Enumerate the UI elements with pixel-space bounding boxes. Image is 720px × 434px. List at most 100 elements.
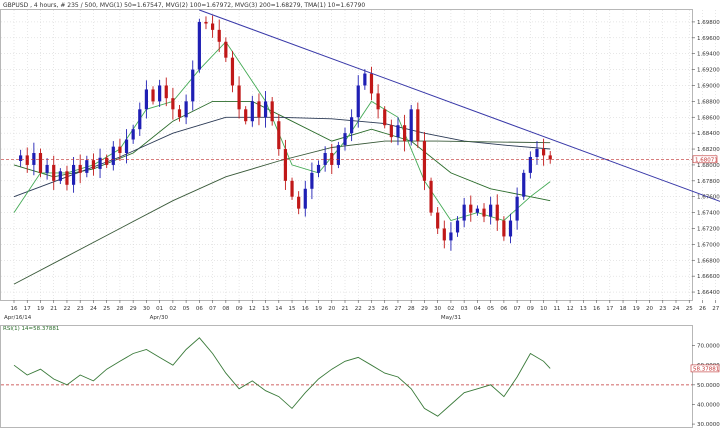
- candle-body: [304, 189, 307, 209]
- price-tick-label: 1.69400: [697, 52, 720, 58]
- date-tick-label: 02: [169, 306, 176, 312]
- date-tick-label: 22: [63, 306, 70, 312]
- candle-body: [231, 58, 234, 86]
- candle-body: [19, 155, 22, 161]
- date-tick-label: 10: [540, 306, 547, 312]
- candle-body: [138, 109, 141, 129]
- date-tick-label: 08: [222, 306, 229, 312]
- price-tick-label: 1.68800: [697, 99, 720, 105]
- candle-body: [178, 109, 181, 117]
- date-tick-label: 07: [209, 306, 216, 312]
- date-tick-label: 05: [183, 306, 190, 312]
- candle-body: [151, 89, 154, 101]
- candle-body: [264, 101, 267, 117]
- date-tick-label: 27: [394, 306, 401, 312]
- candle-body: [125, 140, 128, 154]
- candle-body: [522, 173, 525, 197]
- candle-body: [224, 42, 227, 58]
- date-tick-label: 30: [143, 306, 150, 312]
- date-tick-label: 12: [567, 306, 574, 312]
- candle-body: [549, 155, 552, 159]
- candle-body: [185, 101, 188, 117]
- date-tick-label: 27: [712, 306, 719, 312]
- date-tick-label: 07: [514, 306, 521, 312]
- candle-body: [516, 197, 519, 221]
- date-tick-label: 19: [633, 306, 640, 312]
- price-tick-label: 1.67600: [697, 195, 720, 201]
- date-tick-label: 23: [368, 306, 375, 312]
- candle-body: [542, 149, 545, 155]
- price-tick-label: 1.66600: [697, 274, 720, 280]
- candle-body: [396, 125, 399, 137]
- candle-body: [251, 101, 254, 121]
- candle-body: [482, 209, 485, 217]
- candle-body: [112, 147, 115, 165]
- rsi-header: RSI(1) 14=58.37881: [3, 326, 59, 332]
- date-tick-label: 16: [593, 306, 600, 312]
- candle-body: [72, 165, 75, 185]
- date-tick-label: 13: [580, 306, 587, 312]
- current-price-tag: 1.68071: [693, 156, 718, 164]
- candle-body: [158, 85, 161, 101]
- price-tick-label: 1.69600: [697, 36, 720, 42]
- candle-body: [489, 205, 492, 217]
- rsi-value-tag: 58.37881: [691, 365, 719, 373]
- candle-body: [26, 155, 29, 165]
- candle-body: [377, 93, 380, 109]
- date-tick-label: 30: [434, 306, 441, 312]
- candle-body: [277, 121, 280, 149]
- date-tick-label: 25: [103, 306, 110, 312]
- candle-body: [429, 181, 432, 213]
- date-tick-label: 16: [302, 306, 309, 312]
- candle-body: [85, 160, 88, 173]
- candle-body: [39, 153, 42, 173]
- date-tick-label: 02: [447, 306, 454, 312]
- date-tick-label: 21: [50, 306, 57, 312]
- date-tick-label: 17: [24, 306, 31, 312]
- candle-body: [509, 221, 512, 237]
- candle-body: [59, 171, 62, 181]
- candle-body: [145, 89, 148, 109]
- date-tick-label: 28: [116, 306, 123, 312]
- price-tag-label: 1.68071: [695, 157, 718, 163]
- candle-body: [476, 209, 479, 213]
- date-tick-label: 26: [381, 306, 388, 312]
- candle-body: [416, 109, 419, 141]
- date-tick-label: 16: [11, 306, 18, 312]
- candle-body: [118, 147, 121, 153]
- price-tick-label: 1.67400: [697, 211, 720, 217]
- rsi-tick-label: 30.00000: [697, 422, 720, 428]
- date-label: Apr/16/14: [4, 315, 32, 321]
- candle-body: [496, 205, 499, 221]
- price-tick-label: 1.68400: [697, 131, 720, 137]
- candle-body: [370, 74, 373, 94]
- price-tick-label: 1.66800: [697, 258, 720, 264]
- date-tick-label: 05: [487, 306, 494, 312]
- candle-body: [52, 165, 55, 181]
- price-tick-label: 1.69000: [697, 83, 720, 89]
- candle-body: [198, 22, 201, 70]
- candle-body: [390, 125, 393, 137]
- date-tick-label: 29: [130, 306, 137, 312]
- candle-body: [79, 165, 82, 173]
- candle-body: [218, 30, 221, 42]
- price-tick-label: 1.68600: [697, 115, 720, 121]
- price-tick-label: 1.68200: [697, 147, 720, 153]
- date-tick-label: 24: [673, 306, 680, 312]
- date-tick-label: 26: [699, 306, 706, 312]
- candle-body: [165, 85, 168, 98]
- candle-body: [244, 109, 247, 121]
- price-tick-label: 1.67200: [697, 226, 720, 232]
- date-tick-label: 15: [289, 306, 296, 312]
- rsi-tick-label: 70.00000: [697, 344, 720, 350]
- date-tick-label: 06: [500, 306, 507, 312]
- date-tick-label: 28: [408, 306, 415, 312]
- price-tick-label: 1.68000: [697, 163, 720, 169]
- candle-body: [456, 221, 459, 233]
- candle-body: [363, 74, 366, 86]
- date-tick-label: 09: [527, 306, 534, 312]
- candle-body: [257, 101, 260, 117]
